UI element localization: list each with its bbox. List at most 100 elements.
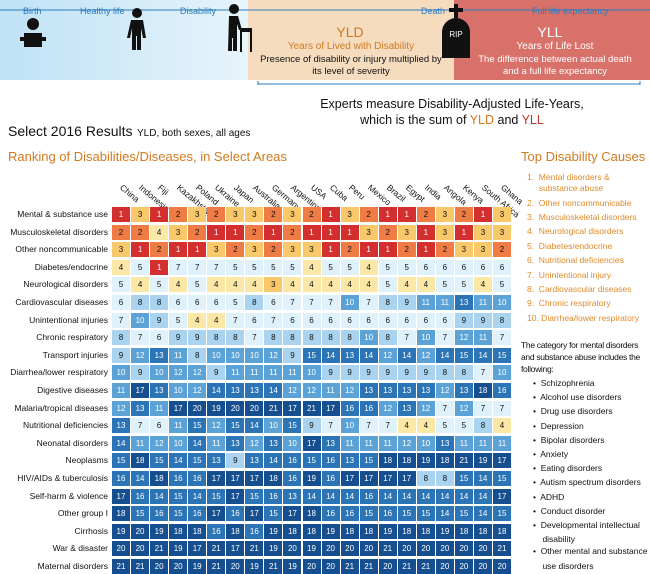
heatmap-cell: 20 xyxy=(473,541,492,557)
heatmap-cell: 10 xyxy=(340,295,359,310)
heatmap-cell: 15 xyxy=(493,506,511,522)
heatmap-cell: 17 xyxy=(378,471,397,486)
heatmap-cell: 5 xyxy=(435,418,454,434)
heatmap-cell: 8 xyxy=(340,330,359,346)
heatmap-cell: 9 xyxy=(302,418,321,434)
cause-label: Neoplasms xyxy=(65,455,108,466)
heatmap-cell: 14 xyxy=(131,471,150,486)
heatmap-cell: 16 xyxy=(340,400,359,416)
heatmap-cell: 20 xyxy=(454,559,473,574)
label-healthy-life: Healthy life xyxy=(80,6,125,16)
heatmap-cell: 12 xyxy=(283,383,302,398)
heatmap-cell: 21 xyxy=(302,400,321,416)
heatmap-cell: 20 xyxy=(416,541,435,557)
heatmap-cell: 21 xyxy=(378,541,397,557)
heatmap-cell: 20 xyxy=(435,559,454,574)
top-cause-item: 1. Mental disorders & xyxy=(527,172,610,182)
heatmap-cell: 18 xyxy=(150,471,169,486)
heatmap-cell: 17 xyxy=(188,541,207,557)
heatmap-cell: 13 xyxy=(283,488,302,504)
heatmap-cell: 9 xyxy=(340,365,359,381)
heatmap-cell: 14 xyxy=(188,435,207,451)
heatmap-cell: 8 xyxy=(207,330,226,346)
heatmap-cell: 4 xyxy=(188,312,207,328)
bullet-item: • Anxiety xyxy=(533,449,569,459)
heatmap-cell: 3 xyxy=(473,242,492,258)
heatmap-cell: 8 xyxy=(302,330,321,346)
heatmap-cell: 1 xyxy=(302,224,321,240)
heatmap-cell: 12 xyxy=(169,365,188,381)
heatmap-cell: 3 xyxy=(112,242,130,258)
tombstone-icon xyxy=(442,4,470,58)
heatmap-cell: 18 xyxy=(302,506,321,522)
heatmap-cell: 15 xyxy=(188,418,207,434)
heatmap-cell: 2 xyxy=(416,207,435,222)
heatmap-cell: 16 xyxy=(188,506,207,522)
heatmap-cell: 4 xyxy=(416,418,435,434)
heatmap-cell: 16 xyxy=(283,471,302,486)
heatmap-cell: 20 xyxy=(435,541,454,557)
heatmap-cell: 18 xyxy=(397,523,416,539)
heatmap-cell: 17 xyxy=(245,471,264,486)
heatmap-cell: 14 xyxy=(473,471,492,486)
heatmap-cell: 7 xyxy=(321,418,340,434)
heatmap-cell: 2 xyxy=(112,224,130,240)
heatmap-cell: 12 xyxy=(435,383,454,398)
heatmap-cell: 16 xyxy=(321,471,340,486)
heatmap-cell: 13 xyxy=(150,347,169,363)
top-cause-item: 8. Cardiovascular diseases xyxy=(527,284,632,294)
top-cause-item: 5. Diabetes/endocrine xyxy=(527,240,613,251)
heatmap-cell: 8 xyxy=(283,330,302,346)
heatmap-cell: 13 xyxy=(378,383,397,398)
heatmap-cell: 6 xyxy=(283,312,302,328)
heatmap-cell: 1 xyxy=(112,207,130,222)
heatmap-cell: 18 xyxy=(226,523,245,539)
heatmap-cell: 9 xyxy=(207,365,226,381)
bullet-item: • Conduct disorder xyxy=(533,505,606,516)
heatmap-cell: 21 xyxy=(359,559,378,574)
heatmap-cell: 12 xyxy=(264,347,283,363)
heatmap-cell: 6 xyxy=(493,259,511,275)
heatmap-cell: 3 xyxy=(435,224,454,240)
heatmap-cell: 2 xyxy=(264,242,283,258)
heatmap-cell: 4 xyxy=(321,277,340,293)
cause-label: Unintentional injuries xyxy=(29,314,108,325)
heatmap-cell: 4 xyxy=(493,418,511,434)
heatmap-cell: 9 xyxy=(169,330,188,346)
cause-label: Malaria/tropical diseases xyxy=(14,402,108,413)
heatmap-cell: 18 xyxy=(112,506,130,522)
heatmap-cell: 15 xyxy=(245,488,264,504)
heatmap-cell: 1 xyxy=(188,242,207,258)
heatmap-cell: 5 xyxy=(245,259,264,275)
heatmap-cell: 4 xyxy=(131,277,150,293)
heatmap-cell: 16 xyxy=(207,523,226,539)
heatmap-cell: 3 xyxy=(207,242,226,258)
heatmap-cell: 19 xyxy=(112,523,130,539)
heatmap-cell: 2 xyxy=(188,224,207,240)
results-header: Select 2016 Results YLD, both sexes, all… xyxy=(8,123,250,141)
heatmap-cell: 14 xyxy=(473,347,492,363)
heatmap-cell: 12 xyxy=(454,400,473,416)
country-label: Peru xyxy=(346,182,367,202)
heatmap-cell: 6 xyxy=(473,259,492,275)
heatmap-cell: 19 xyxy=(169,541,188,557)
heatmap-cell: 7 xyxy=(435,400,454,416)
heatmap-cell: 14 xyxy=(416,488,435,504)
heatmap-cell: 10 xyxy=(150,365,169,381)
cause-label: Self-harm & violence xyxy=(29,490,108,501)
heatmap-cell: 8 xyxy=(378,330,397,346)
heatmap-cell: 15 xyxy=(169,488,188,504)
heatmap-cell: 1 xyxy=(359,242,378,258)
heatmap-cell: 2 xyxy=(245,224,264,240)
heatmap-cell: 13 xyxy=(340,347,359,363)
heatmap-cell: 10 xyxy=(416,435,435,451)
heatmap-cell: 17 xyxy=(131,383,150,398)
heatmap-cell: 21 xyxy=(397,559,416,574)
heatmap-cell: 20 xyxy=(226,559,245,574)
country-label: Egypt xyxy=(403,182,427,204)
heatmap-cell: 7 xyxy=(112,312,130,328)
heatmap-cell: 6 xyxy=(416,312,435,328)
heatmap-cell: 8 xyxy=(321,330,340,346)
label-birth: Birth xyxy=(23,6,42,16)
heatmap-cell: 13 xyxy=(454,383,473,398)
